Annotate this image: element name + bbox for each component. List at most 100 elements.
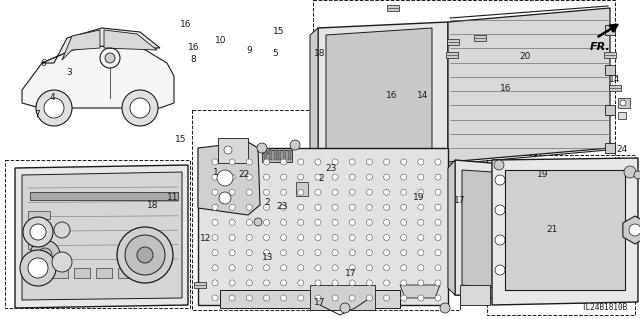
Circle shape [130,98,150,118]
Circle shape [624,166,636,178]
Circle shape [229,159,235,165]
Polygon shape [104,30,157,50]
Bar [605,143,615,153]
Circle shape [54,222,70,238]
Circle shape [435,219,441,226]
Circle shape [217,170,233,186]
Polygon shape [552,158,620,290]
Bar [296,182,308,196]
Circle shape [401,250,406,256]
Text: 5: 5 [273,49,278,58]
Bar [387,5,399,11]
Bar [118,268,134,278]
Bar [269,150,272,160]
Circle shape [418,174,424,180]
Circle shape [495,175,505,185]
Circle shape [298,174,304,180]
Polygon shape [326,28,432,167]
Text: 14: 14 [417,91,428,100]
Text: 15: 15 [273,27,284,36]
Text: 15: 15 [175,135,186,144]
Circle shape [349,219,355,226]
Polygon shape [455,160,552,302]
Circle shape [435,250,441,256]
Text: 16: 16 [180,20,191,29]
Circle shape [264,204,269,210]
Circle shape [349,159,355,165]
Bar [604,52,616,58]
Circle shape [20,250,56,286]
Circle shape [212,159,218,165]
Text: 22: 22 [239,170,250,179]
Circle shape [224,146,232,154]
Circle shape [212,265,218,271]
Polygon shape [623,216,640,244]
Circle shape [246,265,252,271]
Circle shape [212,204,218,210]
Polygon shape [62,30,100,60]
Circle shape [332,189,338,195]
Circle shape [212,174,218,180]
Circle shape [264,189,269,195]
Circle shape [366,174,372,180]
Circle shape [315,204,321,210]
Circle shape [401,265,406,271]
Text: 19: 19 [537,170,548,179]
Bar [218,138,248,163]
Bar [487,155,635,315]
Circle shape [349,250,355,256]
Polygon shape [22,172,182,300]
Circle shape [349,204,355,210]
Bar [310,285,375,310]
Bar [52,268,68,278]
Circle shape [264,280,269,286]
Circle shape [634,171,640,179]
Circle shape [435,265,441,271]
Text: 23: 23 [326,164,337,173]
Circle shape [495,235,505,245]
Bar [262,150,292,162]
Polygon shape [400,285,440,298]
Circle shape [246,219,252,226]
Circle shape [229,189,235,195]
Circle shape [280,280,287,286]
Circle shape [298,265,304,271]
Circle shape [105,53,115,63]
Text: 4: 4 [50,93,55,102]
Circle shape [383,234,390,241]
Bar [140,268,156,278]
Text: 16: 16 [188,43,199,52]
Circle shape [494,160,504,170]
Circle shape [219,192,231,204]
Circle shape [401,219,406,226]
Circle shape [340,303,350,313]
Circle shape [264,219,269,226]
Text: FR.: FR. [590,42,611,52]
Circle shape [229,204,235,210]
Bar [605,65,615,75]
Circle shape [383,265,390,271]
Circle shape [229,265,235,271]
Polygon shape [448,160,455,295]
Circle shape [435,159,441,165]
Circle shape [280,174,287,180]
Circle shape [280,189,287,195]
Bar [30,268,46,278]
Polygon shape [198,142,260,215]
Circle shape [280,250,287,256]
Circle shape [418,295,424,301]
Polygon shape [15,165,188,308]
Circle shape [435,280,441,286]
Text: 6: 6 [41,59,46,68]
Circle shape [30,240,60,270]
Circle shape [315,295,321,301]
Circle shape [332,174,338,180]
Text: 18: 18 [147,201,158,210]
Circle shape [257,143,267,153]
Text: 21: 21 [546,225,557,234]
Polygon shape [198,148,448,305]
Text: 2: 2 [319,174,324,183]
Circle shape [332,250,338,256]
Text: 18: 18 [314,49,326,58]
Text: 1: 1 [214,168,219,177]
